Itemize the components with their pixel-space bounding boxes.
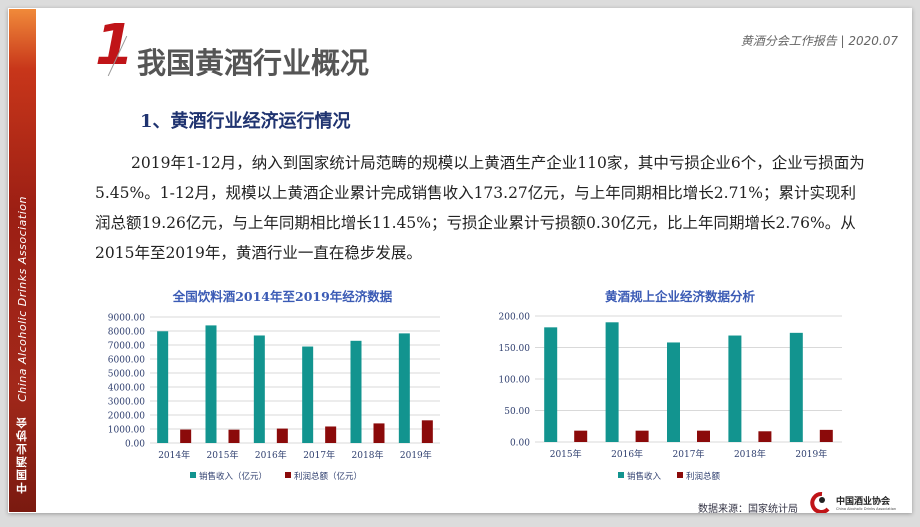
data-source: 数据来源：国家统计局 [698, 504, 798, 515]
chart1-title: 全国饮料酒2014年至2019年经济数据 [172, 289, 393, 304]
y-tick-label: 6000.00 [108, 356, 145, 366]
header-note: 黄酒分会工作报告 | 2020.07 [740, 34, 898, 48]
legend-swatch [285, 472, 291, 478]
y-tick-label: 5000.00 [108, 370, 145, 380]
bar-profit [819, 429, 833, 442]
bar-profit [228, 429, 240, 443]
bar-profit [276, 428, 288, 443]
y-tick-label: 0.00 [510, 439, 530, 449]
y-tick-label: 150.00 [499, 344, 531, 354]
y-tick-label: 0.00 [125, 440, 145, 450]
y-tick-label: 8000.00 [108, 328, 145, 338]
chart2-title: 黄酒规上企业经济数据分析 [604, 289, 755, 304]
x-tick-label: 2014年 [158, 449, 190, 461]
bar-revenue [350, 340, 362, 443]
bar-profit [758, 431, 772, 442]
bar-revenue [667, 342, 680, 442]
x-tick-label: 2015年 [550, 448, 582, 460]
y-tick-label: 2000.00 [108, 412, 145, 422]
y-tick-label: 4000.00 [108, 384, 145, 394]
x-tick-label: 2017年 [303, 449, 335, 461]
legend-swatch [677, 472, 683, 478]
section-number: 1 [95, 13, 134, 78]
x-tick-label: 2016年 [611, 448, 643, 460]
bar-revenue [157, 331, 169, 443]
bar-revenue [728, 335, 742, 442]
x-tick-label: 2015年 [207, 449, 239, 461]
y-tick-label: 1000.00 [108, 426, 145, 436]
bar-revenue [398, 333, 410, 443]
bar-revenue [544, 327, 558, 442]
logo: 中国酒业协会 China Alcoholic Drinks Association [808, 491, 896, 513]
bar-revenue [605, 322, 619, 442]
legend-label: 利润总额 [686, 471, 721, 482]
logo-icon [810, 492, 830, 513]
logo-text: 中国酒业协会 [836, 496, 891, 507]
legend-label: 利润总额（亿元） [294, 471, 362, 482]
section-subtitle: 1、黄酒行业经济运行情况 [140, 111, 351, 132]
bar-profit [180, 429, 192, 443]
bar-profit [373, 423, 385, 443]
y-tick-label: 200.00 [499, 313, 531, 323]
bar-profit [325, 426, 337, 443]
page-title: 我国黄酒行业概况 [137, 46, 370, 80]
y-tick-label: 9000.00 [108, 314, 145, 324]
y-tick-label: 3000.00 [108, 398, 145, 408]
x-tick-label: 2018年 [734, 448, 766, 460]
y-tick-label: 7000.00 [108, 342, 145, 352]
x-tick-label: 2019年 [400, 449, 432, 461]
bar-revenue [789, 332, 803, 442]
legend-label: 销售收入 [627, 471, 662, 482]
sidebar-strip: 中国酒业协会 China Alcoholic Drinks Associatio… [9, 9, 36, 512]
bar-revenue [205, 325, 217, 443]
legend-swatch [618, 472, 624, 478]
logo-sub: China Alcoholic Drinks Association [836, 506, 897, 511]
bar-profit [635, 430, 649, 442]
legend-swatch [190, 472, 196, 478]
bar-profit [421, 420, 433, 443]
body-paragraph: 2019年1-12月，纳入到国家统计局范畴的规模以上黄酒生产企业110家，其中亏… [95, 154, 865, 262]
bar-profit [574, 430, 588, 442]
bar-revenue [253, 335, 265, 443]
y-tick-label: 100.00 [499, 376, 531, 386]
x-tick-label: 2019年 [795, 448, 827, 460]
x-tick-label: 2018年 [352, 449, 384, 461]
bar-revenue [302, 346, 314, 443]
x-tick-label: 2017年 [673, 448, 705, 460]
x-tick-label: 2016年 [255, 449, 287, 461]
bar-profit [697, 430, 710, 442]
y-tick-label: 50.00 [504, 407, 530, 417]
legend-label: 销售收入（亿元） [199, 471, 267, 482]
